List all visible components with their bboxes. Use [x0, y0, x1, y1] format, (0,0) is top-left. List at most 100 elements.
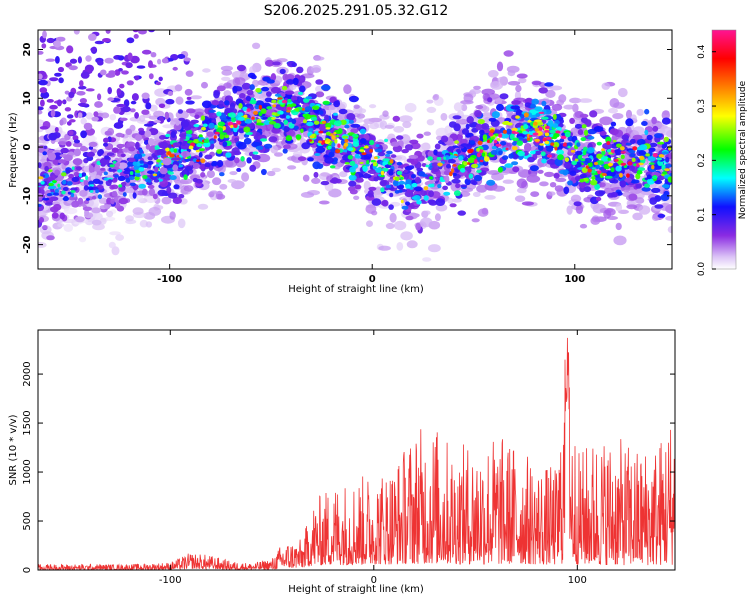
- spectrogram-cell: [583, 186, 592, 193]
- spectrogram-cell: [580, 158, 586, 162]
- spectrogram-cell: [646, 178, 655, 185]
- spectrogram-cell: [629, 153, 636, 158]
- spectrogram-cell: [202, 123, 208, 128]
- spectrogram-cell: [121, 106, 131, 113]
- spectrogram-cell: [85, 175, 89, 181]
- spectrogram-cell: [594, 190, 605, 197]
- spectrogram-cell: [476, 184, 488, 193]
- spectrogram-cell: [367, 190, 374, 198]
- spectrogram-cell: [239, 93, 246, 99]
- spectrogram-cell: [269, 121, 277, 125]
- spectrogram-cell: [162, 157, 172, 166]
- spectrogram-cell: [148, 138, 155, 146]
- spectrogram-cell: [98, 197, 108, 204]
- spectrogram-cell: [537, 169, 544, 174]
- spectrogram-cell: [380, 180, 387, 186]
- spectrogram-cell: [644, 108, 650, 115]
- spectrogram-cell: [135, 141, 140, 150]
- spectrogram-cell: [62, 99, 67, 105]
- spectrogram-cell: [100, 69, 107, 76]
- spectrogram-cell: [70, 190, 76, 193]
- spectrogram-cell: [57, 141, 67, 145]
- spectrogram-cell: [566, 205, 573, 215]
- spectrogram-cell: [626, 204, 638, 210]
- spectrogram-cell: [591, 167, 596, 170]
- spectrogram-cell: [369, 122, 380, 130]
- spectrogram-cell: [628, 193, 638, 201]
- spectrogram-cell: [389, 192, 394, 198]
- spectrogram-cell: [615, 165, 622, 172]
- spectrogram-cell: [267, 123, 274, 130]
- spectrogram-cell: [208, 122, 215, 129]
- spectrogram-cell: [209, 140, 215, 145]
- spectrogram-cell: [84, 199, 90, 205]
- spectrogram-cell: [512, 137, 519, 142]
- spectrogram-cell: [540, 151, 546, 157]
- spectrogram-cell: [590, 216, 601, 225]
- spectrogram-cell: [479, 159, 484, 163]
- spectrogram-cell: [369, 139, 375, 146]
- spectrogram-cell: [38, 73, 43, 80]
- spectrogram-cell: [620, 146, 625, 151]
- spectrogram-cell: [88, 165, 94, 173]
- spectrogram-cell: [66, 181, 73, 186]
- spectrogram-cell: [232, 85, 238, 94]
- spectrogram-cell: [62, 186, 69, 192]
- spectrogram-cell: [587, 147, 595, 154]
- spectrogram-cell: [111, 184, 119, 190]
- spectrogram-cell: [211, 100, 220, 106]
- spectrogram-cell: [74, 216, 85, 223]
- spectrogram-cell: [49, 104, 58, 110]
- spectrogram-cell: [469, 148, 474, 152]
- spectrogram-cell: [146, 181, 153, 186]
- spectrogram-cell: [113, 122, 124, 129]
- spectrogram-cell: [224, 125, 231, 133]
- spectrogram-cell: [157, 58, 162, 65]
- spectrogram-cell: [375, 167, 382, 173]
- spectrogram-cell: [122, 192, 127, 197]
- spectrogram-cell: [166, 170, 171, 174]
- spectrogram-cell: [507, 81, 521, 86]
- spectrogram-cell: [192, 162, 200, 169]
- spectrogram-cell: [539, 181, 549, 187]
- spectrogram-cell: [329, 165, 336, 169]
- y-tick-label: 2000: [22, 361, 33, 386]
- spectrogram-cell: [439, 176, 444, 182]
- spectrogram-cell: [393, 179, 399, 187]
- spectrogram-cell: [301, 108, 305, 111]
- spectrogram-cell: [569, 97, 582, 104]
- y-tick-label: 500: [22, 511, 33, 530]
- spectrogram-cell: [109, 164, 115, 168]
- spectrogram-cell: [296, 66, 304, 74]
- spectrogram-cell: [646, 174, 652, 180]
- spectrogram-cell: [492, 129, 502, 134]
- spectrogram-cell: [147, 156, 153, 161]
- spectrogram-cell: [143, 123, 154, 127]
- spectrogram-cell: [581, 167, 588, 174]
- spectrogram-cell: [527, 156, 535, 163]
- spectrogram-cell: [38, 106, 44, 111]
- spectrogram-cell: [243, 126, 251, 133]
- spectrogram-cell: [306, 121, 314, 127]
- spectrogram-cell: [148, 73, 154, 80]
- spectrogram-cell: [576, 142, 581, 148]
- spectrogram-cell: [668, 152, 672, 160]
- spectrogram-cell: [389, 212, 397, 223]
- spectrogram-cell: [529, 165, 539, 172]
- spectrogram-cell: [225, 152, 232, 158]
- spectrogram-cell: [195, 149, 200, 153]
- spectrogram-cell: [148, 206, 162, 216]
- spectrogram-cell: [159, 135, 166, 140]
- spectrogram-cell: [524, 117, 530, 121]
- spectrogram-cell: [132, 161, 138, 166]
- spectrogram-cell: [286, 130, 296, 137]
- spectrogram-cell: [353, 195, 360, 200]
- spectrogram-cell: [579, 223, 588, 229]
- spectrogram-cell: [236, 167, 242, 172]
- spectrogram-cell: [620, 162, 627, 166]
- spectrogram-cell: [347, 147, 354, 152]
- spectrogram-cell: [625, 142, 632, 146]
- spectrogram-cell: [100, 167, 106, 171]
- y-tick-label: -10: [22, 187, 33, 205]
- spectrogram-cell: [271, 127, 281, 134]
